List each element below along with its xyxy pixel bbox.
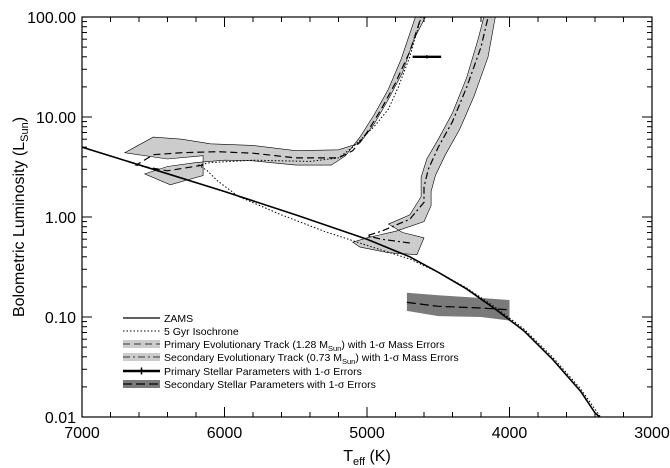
- y-axis-title-main: Bolometric Luminosity (L: [11, 142, 28, 317]
- isochrone-line: [197, 17, 602, 417]
- x-axis-title: Teff (K): [343, 448, 391, 468]
- x-tick-label: 7000: [64, 425, 100, 442]
- y-tick-label: 0.10: [45, 310, 76, 327]
- x-tick-label: 4000: [492, 425, 528, 442]
- legend-label-post: ) with 1-σ Mass Errors: [355, 352, 458, 364]
- tick-labels: 7000 6000 5000 4000 3000 0.01 0.10 1.00 10.00 100…: [27, 10, 670, 442]
- primary-track-band: [123, 17, 426, 186]
- y-tick-label: 0.01: [45, 410, 76, 427]
- secondary-parameters-line: [406, 301, 510, 311]
- y-tick-label: 100.00: [27, 10, 76, 27]
- x-axis-title-sub: eff: [353, 456, 366, 468]
- stellar-parameters: [412, 55, 442, 59]
- legend-label-post: ) with 1-σ Mass Errors: [341, 339, 444, 351]
- legend-label-pre: Primary Evolutionary Track (1.28 M: [164, 339, 328, 351]
- axis-ticks: [81, 16, 653, 418]
- secondary-parameters-band: [406, 292, 510, 321]
- error-bands: [123, 17, 510, 321]
- legend-label-sub: Sun: [328, 344, 341, 353]
- y-tick-label: 10.00: [36, 110, 76, 127]
- secondary-track-band: [352, 17, 496, 256]
- legend-swatch-primary-band: [123, 340, 160, 348]
- x-tick-label: 5000: [349, 425, 385, 442]
- legend-label: 5 Gyr Isochrone: [164, 326, 239, 338]
- legend-label: Primary Evolutionary Track (1.28 MSun) w…: [164, 339, 445, 353]
- y-axis-title-sub: Sun: [19, 122, 31, 142]
- legend-label: Secondary Stellar Parameters with 1-σ Er…: [164, 379, 376, 391]
- x-tick-label: 6000: [207, 425, 243, 442]
- x-tick-label: 3000: [634, 425, 670, 442]
- y-axis-title-tail: ): [11, 117, 28, 122]
- legend-label: ZAMS: [164, 313, 193, 325]
- series-lines: [82, 17, 602, 417]
- y-axis-title: Bolometric Luminosity (LSun): [11, 117, 31, 317]
- legend-label-sub: Sun: [342, 357, 355, 366]
- y-tick-label: 1.00: [45, 210, 76, 227]
- legend-label: Primary Stellar Parameters with 1-σ Erro…: [164, 366, 362, 378]
- legend-label-pre: Secondary Evolutionary Track (0.73 M: [164, 352, 342, 364]
- secondary-track-line: [364, 17, 489, 244]
- x-axis-title-main: T: [343, 448, 353, 465]
- x-axis-title-unit: (K): [365, 448, 391, 465]
- legend-label: Secondary Evolutionary Track (0.73 MSun)…: [164, 352, 459, 366]
